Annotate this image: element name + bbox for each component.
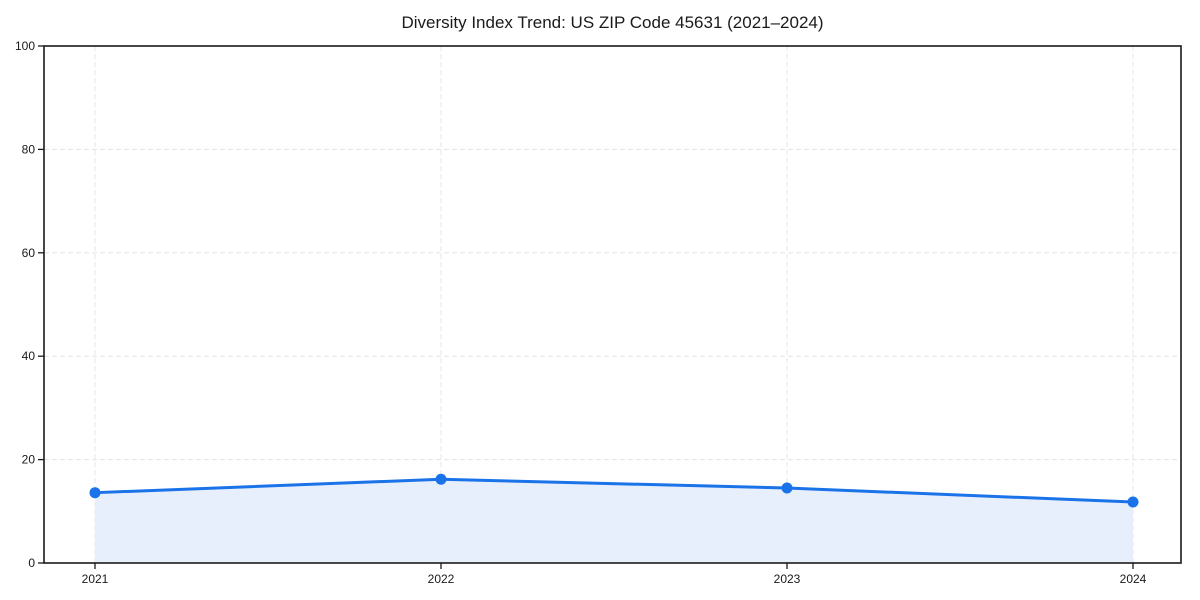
x-tick-label: 2023 [774, 572, 801, 586]
y-tick-label: 60 [22, 246, 36, 260]
y-tick-label: 100 [15, 39, 35, 53]
data-point [1127, 496, 1139, 508]
data-point [435, 473, 447, 485]
chart-title: Diversity Index Trend: US ZIP Code 45631… [401, 13, 824, 32]
area-fill [95, 479, 1133, 563]
y-tick-label: 0 [28, 556, 35, 570]
x-tick-label: 2021 [82, 572, 109, 586]
plot-border [43, 45, 1182, 564]
trend-line [93, 477, 1135, 504]
y-tick-label: 80 [22, 142, 36, 156]
x-tick-label: 2024 [1120, 572, 1147, 586]
x-tick-label: 2022 [428, 572, 455, 586]
y-tick-label: 20 [22, 453, 36, 467]
data-point [781, 482, 793, 494]
data-point [89, 487, 101, 499]
y-tick-label: 40 [22, 349, 36, 363]
